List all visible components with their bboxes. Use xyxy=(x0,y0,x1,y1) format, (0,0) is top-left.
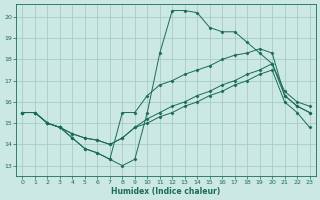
X-axis label: Humidex (Indice chaleur): Humidex (Indice chaleur) xyxy=(111,187,221,196)
